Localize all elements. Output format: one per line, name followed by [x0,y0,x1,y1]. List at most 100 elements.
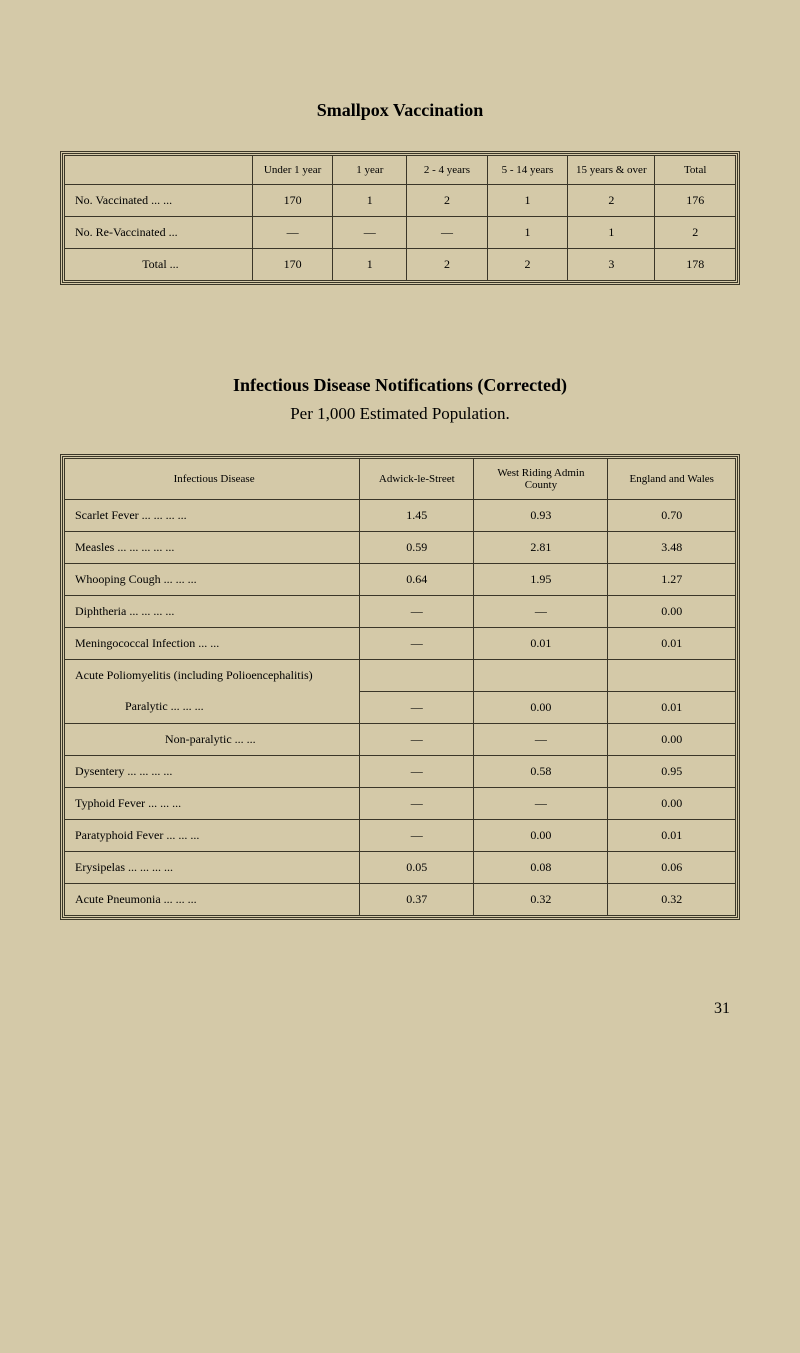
table2-wrapper: Infectious Disease Adwick-le-Street West… [60,454,740,920]
table1-header-3: 2 - 4 years [407,156,488,185]
table2-header-row: Infectious Disease Adwick-le-Street West… [65,459,736,500]
table2-disease-label: Typhoid Fever ... ... ... [65,787,360,819]
table1-header-row: Under 1 year 1 year 2 - 4 years 5 - 14 y… [65,156,736,185]
table2-cell [360,660,474,692]
table1-cell: — [333,217,407,249]
table-row: Erysipelas ... ... ... ...0.050.080.06 [65,851,736,883]
table1-header-2: 1 year [333,156,407,185]
table2-cell: 0.00 [474,819,608,851]
table2-disease-label: Whooping Cough ... ... ... [65,564,360,596]
table1-cell: — [407,217,488,249]
table2-cell: 0.00 [608,787,736,819]
table2-header-1: Adwick-le-Street [360,459,474,500]
table1-cell: 2 [655,217,736,249]
table2-cell: 2.81 [474,532,608,564]
table1-cell: — [252,217,333,249]
table2-disease-label: Measles ... ... ... ... ... [65,532,360,564]
table2-cell: 0.95 [608,755,736,787]
table2-cell: 0.32 [474,883,608,915]
table2-disease-label: Erysipelas ... ... ... ... [65,851,360,883]
table2-cell: — [474,596,608,628]
table-row: Measles ... ... ... ... ...0.592.813.48 [65,532,736,564]
table2-cell: 0.64 [360,564,474,596]
table1-cell: Total ... [65,249,253,281]
table1-cell: 2 [487,249,568,281]
section2-title: Infectious Disease Notifications (Correc… [60,375,740,396]
table1-header-1: Under 1 year [252,156,333,185]
table2-cell: 0.01 [608,691,736,723]
table-row: No. Re-Vaccinated ... — — — 1 1 2 [65,217,736,249]
table2-cell: — [360,787,474,819]
table1-cell: 170 [252,185,333,217]
table2-cell: — [360,723,474,755]
table2-cell: 1.27 [608,564,736,596]
table2-cell: 0.37 [360,883,474,915]
table-row-total: Total ... 170 1 2 2 3 178 [65,249,736,281]
table2-cell: — [360,628,474,660]
table1-cell: 2 [407,249,488,281]
table2-disease-label: Acute Pneumonia ... ... ... [65,883,360,915]
table2-disease-label: Paralytic ... ... ... [65,691,360,723]
table2-cell: 0.00 [474,691,608,723]
table2-header-0: Infectious Disease [65,459,360,500]
section2-subtitle: Per 1,000 Estimated Population. [60,404,740,424]
table2-cell: 0.00 [608,596,736,628]
table2-cell: 1.95 [474,564,608,596]
table1-cell: No. Re-Vaccinated ... [65,217,253,249]
table1-cell: No. Vaccinated ... ... [65,185,253,217]
table2-cell: — [360,691,474,723]
table1-cell: 170 [252,249,333,281]
table1-cell: 2 [568,185,655,217]
table-row: Acute Pneumonia ... ... ...0.370.320.32 [65,883,736,915]
table2-disease-label: Dysentery ... ... ... ... [65,755,360,787]
table2-cell [608,660,736,692]
table2-cell: 0.00 [608,723,736,755]
smallpox-vaccination-table: Under 1 year 1 year 2 - 4 years 5 - 14 y… [64,155,736,281]
table2-cell: 1.45 [360,500,474,532]
table-row: Paralytic ... ... ...—0.000.01 [65,691,736,723]
table1-header-0 [65,156,253,185]
table2-cell: 0.93 [474,500,608,532]
table2-cell: 3.48 [608,532,736,564]
table1-cell: 1 [333,185,407,217]
table-row: Typhoid Fever ... ... ...——0.00 [65,787,736,819]
table2-cell: 0.01 [474,628,608,660]
table-row: Meningococcal Infection ... ...—0.010.01 [65,628,736,660]
table2-disease-label: Non-paralytic ... ... [65,723,360,755]
table2-cell: 0.01 [608,819,736,851]
table-row: Diphtheria ... ... ... ...——0.00 [65,596,736,628]
page-number: 31 [60,1000,740,1018]
table2-cell: — [474,787,608,819]
table-row: Acute Poliomyelitis (including Polioence… [65,660,736,692]
table2-cell: — [360,596,474,628]
table1-wrapper: Under 1 year 1 year 2 - 4 years 5 - 14 y… [60,151,740,285]
table-row: Scarlet Fever ... ... ... ...1.450.930.7… [65,500,736,532]
table2-cell: — [360,755,474,787]
table2-cell: 0.59 [360,532,474,564]
table2-disease-label: Diphtheria ... ... ... ... [65,596,360,628]
table1-header-6: Total [655,156,736,185]
table2-header-2: West Riding Admin County [474,459,608,500]
table2-cell: 0.58 [474,755,608,787]
table2-disease-label: Scarlet Fever ... ... ... ... [65,500,360,532]
table2-header-3: England and Wales [608,459,736,500]
table-row: Non-paralytic ... ...——0.00 [65,723,736,755]
table2-cell: 0.06 [608,851,736,883]
table1-header-5: 15 years & over [568,156,655,185]
table2-disease-label: Acute Poliomyelitis (including Polioence… [65,660,360,692]
table-row: Whooping Cough ... ... ...0.641.951.27 [65,564,736,596]
table2-cell: 0.05 [360,851,474,883]
table1-cell: 1 [333,249,407,281]
table2-cell: — [360,819,474,851]
table1-cell: 178 [655,249,736,281]
table2-cell: 0.08 [474,851,608,883]
table1-cell: 2 [407,185,488,217]
table-row: No. Vaccinated ... ... 170 1 2 1 2 176 [65,185,736,217]
table1-title: Smallpox Vaccination [60,100,740,121]
table2-cell: 0.01 [608,628,736,660]
table2-disease-label: Meningococcal Infection ... ... [65,628,360,660]
page-container: Smallpox Vaccination Under 1 year 1 year… [0,0,800,1058]
table1-cell: 1 [487,217,568,249]
infectious-disease-table: Infectious Disease Adwick-le-Street West… [64,458,736,916]
table-row: Paratyphoid Fever ... ... ...—0.000.01 [65,819,736,851]
